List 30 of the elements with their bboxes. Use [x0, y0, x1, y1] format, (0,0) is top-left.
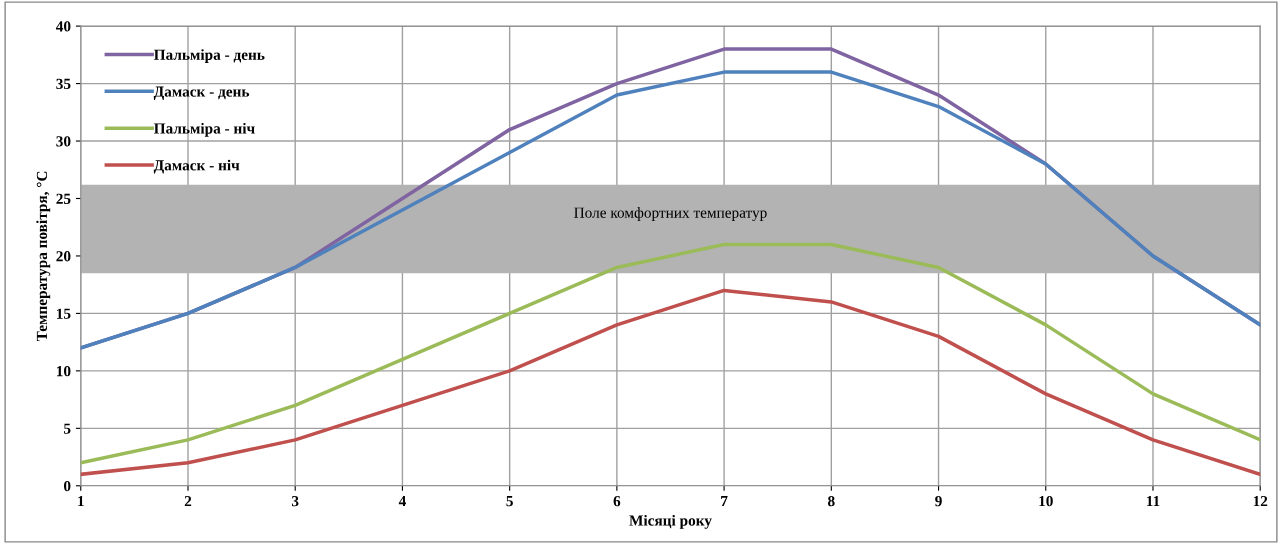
band-label: Поле комфортних температур	[574, 207, 767, 221]
x-tick-label: 2	[184, 496, 192, 507]
legend-label: Дамаск - день	[153, 86, 250, 100]
y-axis-title: Температура повітря, °C	[36, 171, 51, 342]
x-tick-label: 5	[506, 496, 513, 507]
y-tick-label: 5	[64, 423, 71, 434]
x-tick-label: 10	[1039, 495, 1053, 507]
y-tick-label: 35	[56, 78, 71, 90]
x-tick-label: 7	[721, 496, 728, 507]
legend-label: Пальміра - день	[153, 49, 265, 63]
x-tick-label: 8	[828, 495, 835, 507]
y-tick-label: 10	[56, 366, 71, 377]
x-axis-title: Місяці року	[629, 514, 712, 529]
y-tick-label: 15	[56, 308, 71, 319]
x-tick-label: 12	[1253, 496, 1268, 507]
y-tick-label: 0	[63, 480, 71, 492]
y-tick-label: 40	[55, 21, 71, 32]
x-tick-label: 11	[1146, 496, 1160, 507]
x-tick-label: 9	[935, 496, 942, 507]
y-tick-label: 20	[56, 251, 71, 262]
x-tick-label: 6	[613, 496, 621, 507]
x-tick-label: 4	[398, 496, 406, 507]
line-series	[80, 288, 1261, 477]
x-tick-label: 3	[291, 496, 299, 507]
legend-label: Дамаск - ніч	[153, 159, 240, 174]
legend-label: Пальміра - ніч	[153, 122, 255, 137]
x-tick-label: 1	[78, 496, 84, 507]
y-tick-label: 30	[56, 136, 71, 147]
y-tick-label: 25	[56, 193, 71, 204]
line-series	[80, 242, 1261, 465]
